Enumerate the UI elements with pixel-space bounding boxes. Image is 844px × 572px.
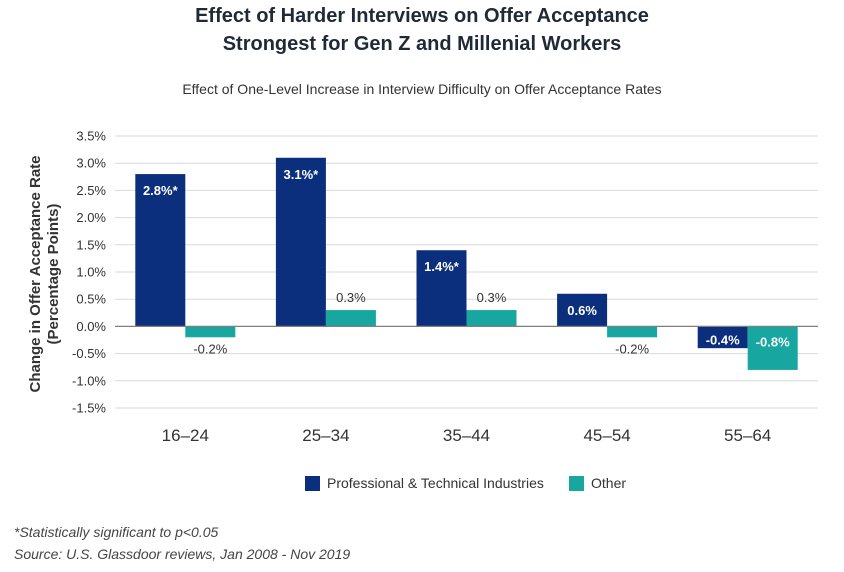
legend-swatch-professional (305, 476, 320, 491)
y-axis-label-line-2: (Percentage Points) (45, 204, 62, 345)
data-label-professional-4: -0.4% (706, 332, 740, 347)
y-tick-labels: 3.5% 3.0% 2.5% 2.0% 1.5% 1.0% 0.5% 0.0% -0.5% -1.… (72, 129, 106, 416)
y-tick-label: 2.5% (76, 183, 106, 198)
category-labels: 16–24 25–34 35–44 45–54 55–64 (162, 426, 772, 445)
chart-subtitle: Effect of One-Level Increase in Intervie… (182, 81, 661, 97)
bar-professional-1 (275, 157, 326, 327)
y-axis-label: Change in Offer Acceptance Rate (Percent… (27, 155, 62, 392)
footnote-source: Source: U.S. Glassdoor reviews, Jan 2008… (14, 546, 350, 562)
data-label-other-4: -0.8% (756, 334, 790, 349)
y-tick-label: -1.5% (72, 401, 106, 416)
bar-other-4 (747, 326, 798, 370)
legend-label-professional: Professional & Technical Industries (327, 475, 544, 491)
footnote-significance: *Statistically significant to p<0.05 (14, 524, 218, 540)
y-tick-label: 1.0% (76, 265, 106, 280)
legend-label-other: Other (591, 475, 626, 491)
data-label-professional-2: 1.4%* (424, 259, 460, 274)
y-tick-label: 2.0% (76, 210, 106, 225)
legend-swatch-other (569, 476, 584, 491)
bar-other-1 (325, 310, 376, 327)
bar-professional-0 (135, 174, 186, 327)
x-category-label: 25–34 (302, 426, 349, 445)
chart-title-line-1: Effect of Harder Interviews on Offer Acc… (195, 5, 649, 27)
y-tick-label: 3.0% (76, 156, 106, 171)
y-axis-label-line-1: Change in Offer Acceptance Rate (27, 155, 44, 392)
y-tick-label: -0.5% (72, 346, 106, 361)
chart-title-line-2: Strongest for Gen Z and Millenial Worker… (223, 33, 622, 55)
y-tick-label: -1.0% (72, 373, 106, 388)
data-label-professional-1: 3.1%* (284, 167, 320, 182)
bar-professional-2 (416, 250, 467, 327)
bars (135, 157, 798, 370)
data-label-other-3: -0.2% (615, 341, 649, 356)
data-labels: 2.8%* -0.2% 3.1%* 0.3% 1.4%* 0.3% 0.6% -0.2% -0.… (143, 167, 790, 357)
bar-professional-4 (697, 326, 748, 349)
y-tick-label: 0.0% (76, 319, 106, 334)
legend: Professional & Technical Industries Othe… (305, 475, 626, 491)
x-category-label: 55–64 (724, 426, 771, 445)
bar-other-0 (185, 326, 236, 338)
data-label-other-0: -0.2% (193, 341, 227, 356)
data-label-other-2: 0.3% (477, 290, 507, 305)
bar-other-2 (466, 310, 517, 327)
x-category-label: 16–24 (162, 426, 209, 445)
x-category-label: 45–54 (583, 426, 630, 445)
y-tick-label: 0.5% (76, 292, 106, 307)
x-category-label: 35–44 (443, 426, 490, 445)
bar-professional-3 (557, 293, 608, 327)
y-tick-label: 3.5% (76, 129, 106, 144)
data-label-professional-0: 2.8%* (143, 183, 179, 198)
y-tick-label: 1.5% (76, 237, 106, 252)
data-label-professional-3: 0.6% (567, 303, 597, 318)
data-label-other-1: 0.3% (336, 290, 366, 305)
bar-other-3 (607, 326, 658, 338)
